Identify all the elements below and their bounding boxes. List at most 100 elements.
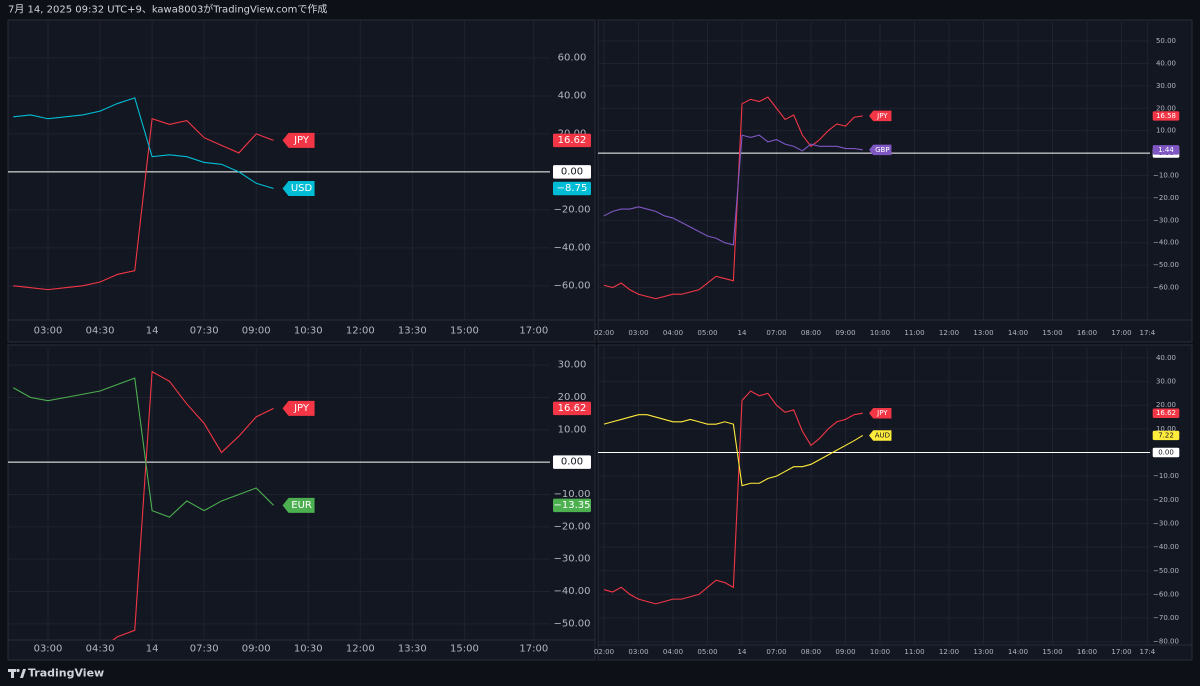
series-tag xyxy=(869,407,892,419)
x-tick-label: 08:00 xyxy=(801,648,821,656)
price-tag-label: 16.62 xyxy=(1156,409,1176,417)
series-line xyxy=(603,96,863,300)
x-tick-label: 04:00 xyxy=(663,648,683,656)
series-line xyxy=(603,134,863,246)
grid xyxy=(8,20,550,320)
logo-part xyxy=(16,668,20,673)
y-tick-label: −40.00 xyxy=(553,242,590,253)
y-tick-label: 40.00 xyxy=(1156,59,1176,67)
series-line xyxy=(13,97,274,190)
y-tick-label: −50.00 xyxy=(1153,567,1179,575)
y-tick-label: 10.00 xyxy=(1156,425,1176,433)
y-tick-label: 40.00 xyxy=(558,90,587,101)
axis-labels: 40.00 30.00 20.00 10.00 0.00 −10.00 −20.00 −30.… xyxy=(594,354,1180,656)
series-tag xyxy=(869,430,892,441)
y-tick-label: −80.00 xyxy=(1153,638,1179,646)
x-tick-label: 05:00 xyxy=(697,329,717,337)
axis-labels: 30.00 20.00 10.00 0.00 −10.00 −20.00 −30.00 −40… xyxy=(34,360,591,655)
x-tick-label: 16:00 xyxy=(1077,329,1097,337)
y-tick-label: −20.00 xyxy=(553,521,590,532)
y-tick-label: −30.00 xyxy=(553,554,590,565)
grid xyxy=(8,348,550,640)
x-tick-label: 10:30 xyxy=(294,326,323,337)
x-tick-label: 12:00 xyxy=(346,644,375,655)
series-line xyxy=(13,117,274,291)
y-tick-label: −20.00 xyxy=(1153,194,1179,202)
y-tick-label: 30.00 xyxy=(1156,378,1176,386)
series-line xyxy=(603,390,863,605)
price-tag-label: 16.62 xyxy=(558,135,587,146)
series-tag-label: JPY xyxy=(876,409,888,417)
series-tag-label: USD xyxy=(291,183,313,194)
price-tag xyxy=(1152,430,1180,441)
x-tick-label: 13:00 xyxy=(973,329,993,337)
x-tick-label: 14:00 xyxy=(1008,329,1028,337)
x-tick-label: 14 xyxy=(146,644,159,655)
y-tick-label: 40.00 xyxy=(1156,354,1176,362)
x-tick-label: 03:00 xyxy=(34,326,63,337)
y-tick-label: 30.00 xyxy=(558,360,587,371)
y-tick-label: 0.00 xyxy=(1158,449,1174,457)
x-tick-label: 13:00 xyxy=(973,648,993,656)
x-tick-label: 07:30 xyxy=(190,644,219,655)
x-tick-label: 15:00 xyxy=(1042,648,1062,656)
x-tick-label: 07:00 xyxy=(766,648,786,656)
x-tick-label: 04:00 xyxy=(663,329,683,337)
y-tick-label: −20.00 xyxy=(553,204,590,215)
x-tick-label: 14 xyxy=(146,326,159,337)
y-tick-label: −30.00 xyxy=(1153,519,1179,527)
x-tick-label: 13:30 xyxy=(398,644,427,655)
x-tick-label: 09:00 xyxy=(835,648,855,656)
x-tick-label: 02:00 xyxy=(594,648,614,656)
x-tick-label: 10:30 xyxy=(294,644,323,655)
x-tick-label: 08:00 xyxy=(801,329,821,337)
x-tick-label: 17:4 xyxy=(1140,648,1156,656)
price-tag-label: 16.58 xyxy=(1156,112,1176,120)
x-tick-label: 15:00 xyxy=(1042,329,1062,337)
x-tick-label: 07:30 xyxy=(190,326,219,337)
series-tag xyxy=(282,400,315,416)
y-tick-label: 10.00 xyxy=(1156,127,1176,135)
x-tick-label: 10:00 xyxy=(870,329,890,337)
y-tick-label: 20.00 xyxy=(558,392,587,403)
series-tag xyxy=(282,181,315,197)
x-tick-label: 11:00 xyxy=(904,648,924,656)
grid xyxy=(598,348,1150,645)
x-tick-label: 17:4 xyxy=(1140,329,1156,337)
y-tick-label: −20.00 xyxy=(1153,496,1179,504)
price-tag xyxy=(553,181,591,196)
x-tick-label: 12:00 xyxy=(346,326,375,337)
series-line xyxy=(603,414,864,487)
price-tag-label: 1.44 xyxy=(1158,146,1174,154)
y-tick-label: 20.00 xyxy=(1156,401,1176,409)
x-tick-label: 03:00 xyxy=(628,329,648,337)
price-tag xyxy=(1152,145,1180,155)
y-tick-label: 10.00 xyxy=(558,424,587,435)
logo-part xyxy=(11,669,14,678)
zero-tag xyxy=(1152,447,1180,458)
y-tick-label: 30.00 xyxy=(1156,82,1176,90)
series-tag xyxy=(282,497,315,513)
brand-logo xyxy=(8,668,26,678)
x-tick-label: 17:00 xyxy=(1111,648,1131,656)
x-tick-label: 16:00 xyxy=(1077,648,1097,656)
series-tag-label: JPY xyxy=(293,403,310,414)
y-tick-label: −40.00 xyxy=(553,586,590,597)
x-tick-label: 09:00 xyxy=(242,644,271,655)
x-tick-label: 03:00 xyxy=(628,648,648,656)
x-tick-label: 12:00 xyxy=(939,648,959,656)
footer-brand: TradingView xyxy=(28,667,104,680)
x-tick-label: 09:00 xyxy=(242,326,271,337)
grid xyxy=(598,22,1150,320)
price-tag-label: 16.62 xyxy=(558,403,587,414)
panel xyxy=(7,19,596,343)
y-tick-label: −60.00 xyxy=(1153,284,1179,292)
logo-part xyxy=(20,669,26,678)
header-text: 7月 14, 2025 09:32 UTC+9、kawa8003がTrading… xyxy=(8,3,327,16)
y-tick-label: −10.00 xyxy=(553,489,590,500)
series-tag xyxy=(282,132,315,148)
y-tick-label: −50.00 xyxy=(553,618,590,629)
x-tick-label: 14 xyxy=(738,648,747,656)
